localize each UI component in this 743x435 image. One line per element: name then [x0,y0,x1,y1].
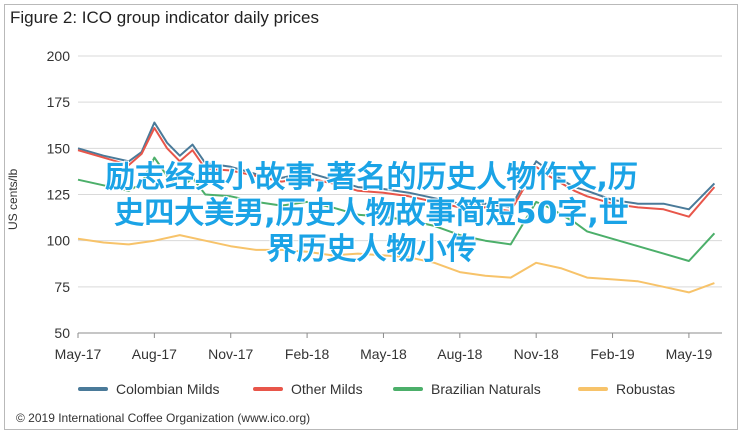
x-tick-label-Aug-18: Aug-18 [437,346,482,362]
y-tick-label-75: 75 [54,279,70,295]
x-tick-label-May-17: May-17 [55,346,102,362]
legend-swatch-brazilian-naturals [393,387,423,391]
x-tick-label-Feb-18: Feb-18 [285,346,330,362]
x-tick-label-Nov-17: Nov-17 [208,346,253,362]
figure-frame [4,4,738,430]
legend-label-other-milds: Other Milds [291,381,363,397]
legend-item-robustas: Robustas [578,378,675,400]
series-line-colombian-milds [77,121,716,211]
y-tick-label-200: 200 [47,48,71,64]
series-line-brazilian-naturals [77,156,716,262]
legend-item-colombian-milds: Colombian Milds [78,378,219,400]
legend-item-brazilian-naturals: Brazilian Naturals [393,378,541,400]
legend-swatch-robustas [578,387,608,391]
y-tick-label-100: 100 [47,233,71,249]
series-line-robustas [77,234,715,294]
y-tick-label-125: 125 [47,187,71,203]
legend-swatch-colombian-milds [78,387,108,391]
x-tick-label-Nov-18: Nov-18 [514,346,559,362]
legend-label-brazilian-naturals: Brazilian Naturals [431,381,541,397]
chart-legend: Colombian Milds Other Milds Brazilian Na… [0,378,743,400]
x-tick-label-Feb-19: Feb-19 [590,346,635,362]
x-tick-label-May-18: May-18 [360,346,407,362]
y-tick-label-150: 150 [47,140,71,156]
chart-title: Figure 2: ICO group indicator daily pric… [10,8,319,27]
x-tick-label-May-19: May-19 [666,346,713,362]
legend-label-colombian-milds: Colombian Milds [116,381,220,397]
y-tick-label-175: 175 [47,94,71,110]
series-line-other-milds [77,127,716,218]
legend-item-other-milds: Other Milds [253,378,363,400]
legend-swatch-other-milds [253,387,283,391]
x-tick-label-Aug-17: Aug-17 [132,346,177,362]
legend-label-robustas: Robustas [616,381,676,397]
copyright-text: © 2019 International Coffee Organization… [16,411,311,425]
y-tick-label-50: 50 [54,325,70,341]
